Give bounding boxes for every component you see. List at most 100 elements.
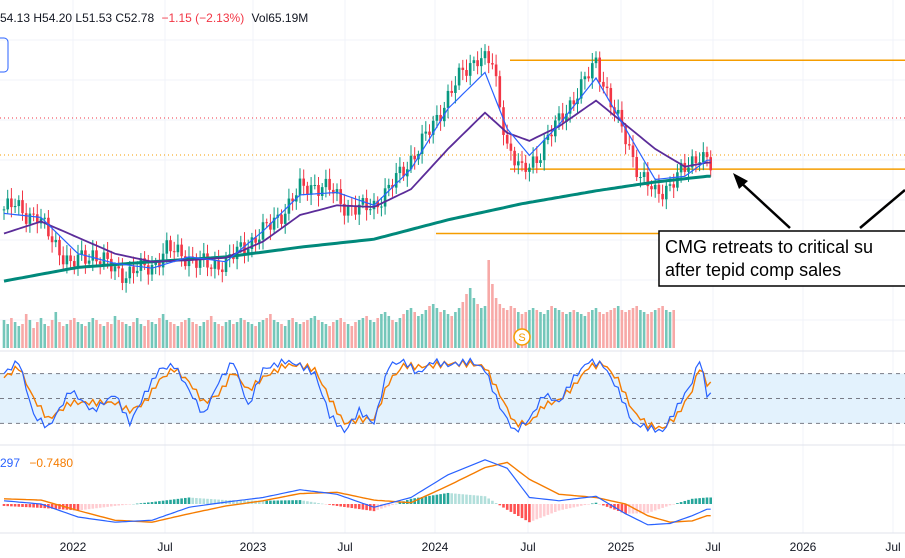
macd-histogram-bar [258,500,261,504]
volume-bar [620,310,624,348]
macd-histogram-bar [639,504,642,514]
candle-body [605,86,609,89]
macd-histogram-bar [428,495,431,504]
macd-histogram-bar [546,504,550,515]
volume-bar [2,320,6,348]
macd-histogram-bar [306,501,309,504]
candle-body [165,240,169,254]
macd-histogram-bar [272,500,276,504]
volume-bar [76,322,80,348]
macd-histogram-bar [172,499,176,504]
volume-bar [117,320,120,348]
volume-bar [139,324,143,348]
macd-histogram-bar [324,504,328,505]
macd-histogram-bar [332,504,335,506]
macd-histogram-bar [17,504,21,507]
candle-body [320,187,324,196]
candle-body [535,156,539,163]
candle-body [176,244,180,253]
candle-body [461,67,465,71]
volume-bar [17,326,21,348]
volume-bar [480,308,483,348]
volume-bar [672,310,675,348]
candle-body [690,156,694,168]
volume-bar [594,308,598,348]
volume-bar [58,322,61,348]
volume-bar [132,322,135,348]
volume-bar [431,304,435,348]
macd-histogram-bar [694,498,698,504]
volume-bar [583,316,587,348]
macd-histogram-bar [346,504,350,508]
volume-bar [283,326,287,348]
candle-body [561,113,564,122]
macd-histogram-bar [147,502,150,504]
macd-histogram-bar [243,500,246,504]
candle-body [420,133,424,154]
macd-histogram-bar [472,495,476,504]
volume-bar [454,312,457,348]
x-tick-label: Jul [705,540,720,554]
candle-body [269,223,272,230]
candle-body [106,252,109,259]
candle-body [258,239,261,243]
volume-bar [435,308,439,348]
volume-bar [165,320,169,348]
volume-bar [102,326,106,348]
candle-body [524,162,527,172]
annotation-callout[interactable] [658,230,905,287]
volume-bar [217,324,220,348]
volume-bar [36,322,39,348]
volume-bar [409,308,413,348]
volume-bar [191,322,194,348]
candle-body [32,213,35,215]
candle-body [98,261,102,265]
candle-body [509,143,513,151]
macd-histogram-bar [309,501,313,504]
volume-bar [380,314,383,348]
candle-body [17,200,21,207]
macd-histogram-bar [213,499,217,504]
volume-bar [43,324,46,348]
macd-histogram-bar [517,504,520,517]
x-tick-label: 2024 [422,540,449,554]
volume-bar [639,310,642,348]
macd-histogram-bar [513,504,516,514]
macd-histogram-bar [217,499,220,504]
macd-histogram-bar [117,504,120,506]
macd-histogram-bar [313,502,317,504]
macd-histogram-bar [58,504,61,510]
volume-bar [650,312,653,348]
dividend-marker[interactable] [513,328,531,346]
candle-body [394,173,398,188]
dividend-marker-label: S [518,332,525,344]
macd-histogram-bar [317,503,320,504]
legend-toggle-button[interactable] [0,37,9,73]
volume-bar [376,318,379,348]
volume-bar [642,312,646,348]
macd-histogram-bar [705,497,709,504]
macd-line [3,459,711,526]
volume-bar [91,318,95,348]
volume-bar [568,312,572,348]
candle-body [139,258,143,271]
volume-bar [73,318,76,348]
ema-mid-line [3,99,711,263]
macd-histogram-bar [176,498,180,504]
candle-body [602,81,605,87]
macd-histogram-bar [620,504,624,513]
macd-histogram-bar [424,496,428,504]
candle-body [513,150,516,166]
candle-body [413,155,416,160]
macd-histogram-bar [32,504,35,508]
macd-histogram-bar [579,504,583,506]
volume-bar [605,312,609,348]
x-tick-label: 2022 [60,540,87,554]
volume-bar [147,320,150,348]
candle-body [213,260,217,269]
macd-histogram-bar [642,504,646,514]
candle-body [6,198,9,210]
macd-histogram-bar [668,504,672,506]
volume-bar [128,326,132,348]
